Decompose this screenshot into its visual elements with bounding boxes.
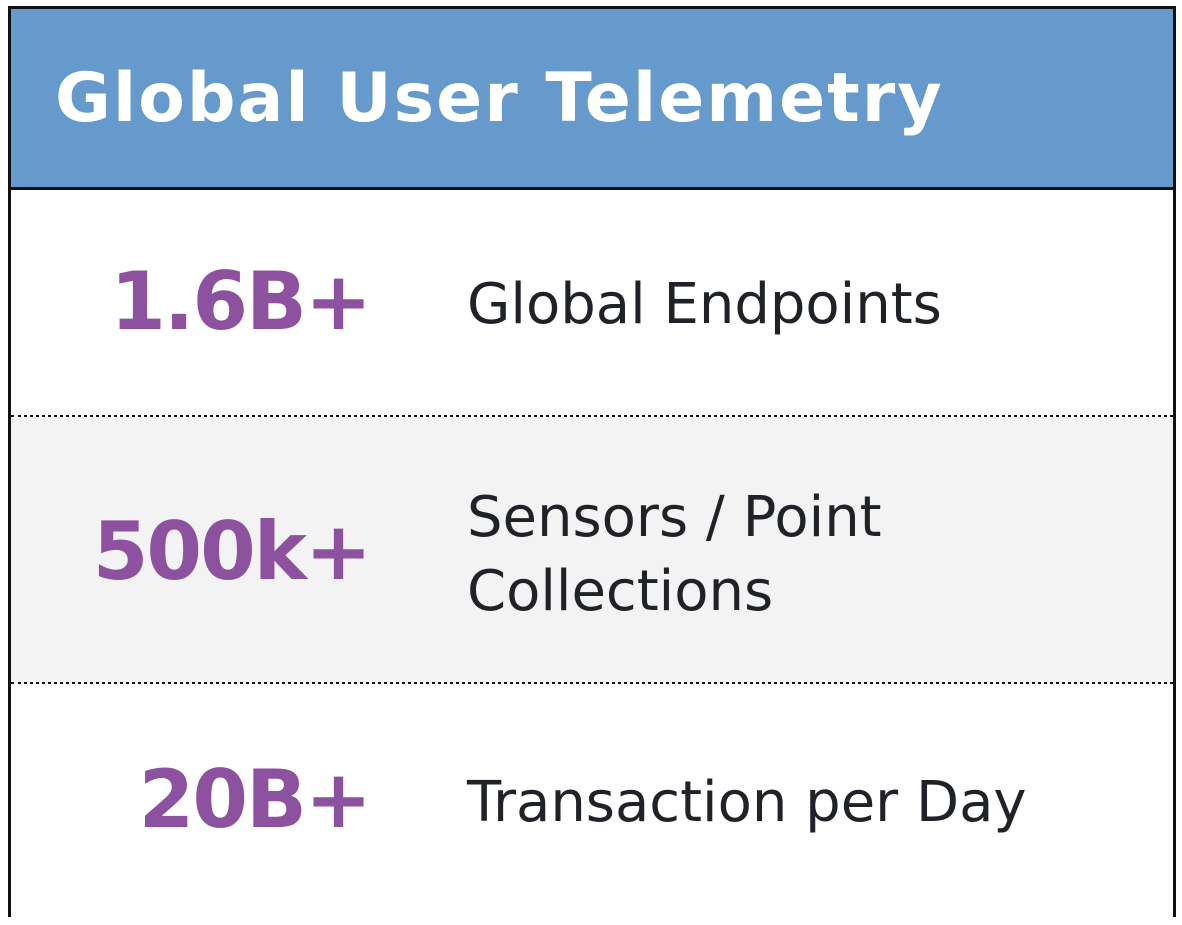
card-title: Global User Telemetry: [55, 59, 944, 138]
stat-row-transactions: 20B+ Transaction per Day: [11, 684, 1173, 917]
stat-label: Transaction per Day: [467, 770, 1027, 835]
stat-row-global-endpoints: 1.6B+ Global Endpoints: [11, 190, 1173, 417]
dotted-divider: [11, 415, 1173, 418]
stat-label: Sensors / Point Collections: [467, 485, 882, 624]
stat-row-sensors: 500k+ Sensors / Point Collections: [11, 417, 1173, 684]
card-header: Global User Telemetry: [11, 9, 1173, 190]
stat-label: Global Endpoints: [467, 272, 942, 337]
stat-value: 1.6B+: [110, 255, 372, 348]
dotted-divider: [11, 682, 1173, 685]
stat-value: 500k+: [92, 505, 372, 598]
stat-value: 20B+: [138, 753, 372, 846]
telemetry-card: Global User Telemetry 1.6B+ Global Endpo…: [8, 6, 1176, 917]
